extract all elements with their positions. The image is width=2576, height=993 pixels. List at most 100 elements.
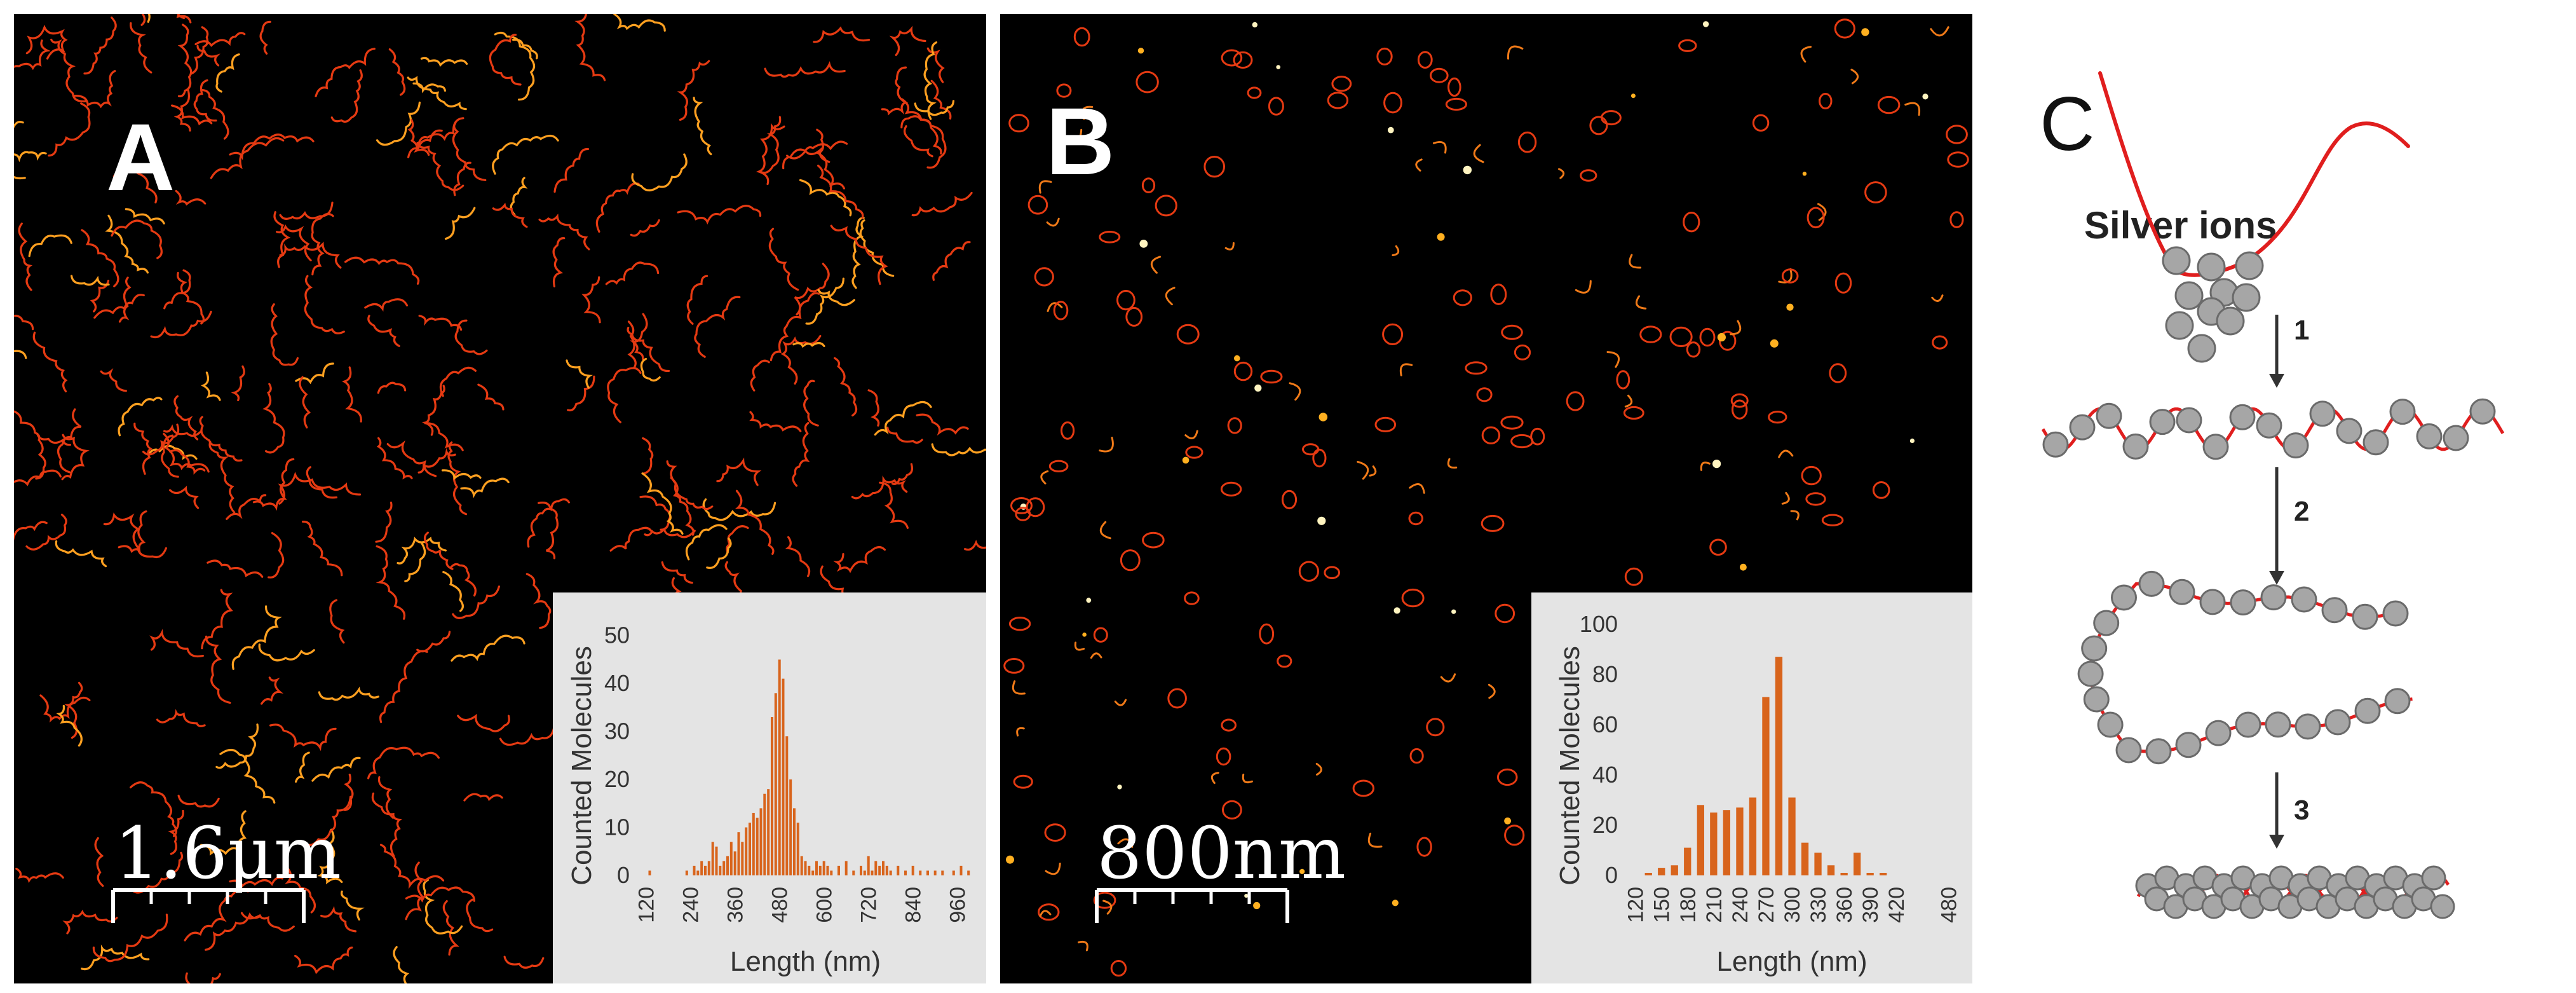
histogram-bar [1710,812,1718,875]
dna-circle [1490,284,1507,305]
dna-strand [299,376,311,428]
histogram-bar [874,861,878,875]
histogram-bar [882,861,885,875]
bound-ion [2384,688,2411,715]
dna-strand [379,650,428,723]
dna-strand [18,223,33,291]
dna-fragment [1558,168,1565,179]
histogram-bar [704,865,707,875]
dna-strand [609,526,653,552]
dna-strand [889,25,926,57]
dna-fragment [1447,458,1458,469]
dna-fragment [1151,256,1162,274]
x-tick-label: 960 [946,887,970,923]
dna-circle [1752,114,1770,132]
bright-particle [1319,413,1328,421]
dna-strand [423,879,463,935]
dna-circle [1476,387,1493,402]
dna-circle [1834,18,1855,39]
dna-strand [201,371,221,401]
dna-strand [874,401,932,436]
dna-circle [1044,823,1066,842]
dna-strand [175,189,207,206]
dna-strand [792,421,810,487]
dna-strand [163,432,210,473]
dna-circle [1013,774,1033,789]
histogram-bar [878,865,881,875]
dna-fragment [1367,832,1383,848]
dna-circle [1623,406,1644,420]
bright-particle [1451,609,1456,614]
dna-circle [1185,446,1203,459]
dna-strand [201,589,233,650]
bright-particle [1299,868,1305,874]
dna-circle [1495,603,1515,624]
dna-fragment [1817,203,1827,221]
dna-fragment [1078,940,1088,952]
dna-strand [376,101,421,146]
dna-fragment [1066,128,1083,142]
dna-strand [420,57,468,67]
x-tick-label: 480 [1937,887,1961,923]
dna-fragment [1790,510,1800,521]
histogram-bar [1736,807,1744,875]
dna-strand [377,381,407,394]
x-tick-label: 120 [1624,887,1648,923]
dna-circle [1110,960,1127,977]
dna-fragment [1114,699,1127,706]
dna-strand [273,211,291,268]
histogram-chart-b: 0 20 40 60 80 100 120 150 180 210 240 270 300 330 360 3… [1554,611,1961,977]
dna-circle [1056,83,1072,98]
dna-strand [923,41,938,120]
dna-circle [1376,47,1393,65]
dna-strand [492,134,559,175]
bound-ion [2352,603,2378,630]
histogram-bar [826,865,829,875]
dna-strand [567,375,595,412]
dna-circle [1216,747,1231,766]
dna-fragment [1778,268,1793,284]
dna-strand [375,502,393,543]
histogram-bar [696,870,700,875]
dna-circle [1374,416,1397,433]
dna-circle [1699,327,1716,347]
dna-fragment [1315,763,1322,776]
dna-fragment [1039,910,1052,917]
dna-strand [694,296,741,358]
dna-circle [1834,272,1852,294]
bound-ion [2083,686,2110,713]
dna-strand [103,512,167,558]
dna-strand [14,121,26,180]
dna-strand [405,861,424,921]
bound-ion [2389,399,2416,425]
dna-strand [881,66,909,116]
dna-circle [1268,97,1284,116]
dna-circle [1709,538,1727,556]
silver-ion [2165,311,2194,340]
dna-strand [759,116,782,174]
dna-circle [1233,361,1253,381]
dna-strand [176,14,192,24]
dna-circle [1517,131,1537,153]
dna-circle [1010,497,1033,514]
bright-particle [1437,233,1445,241]
histogram-bar [830,870,833,875]
silver-ion [2235,251,2264,280]
x-tick-label: 270 [1754,887,1779,923]
dna-strand [503,955,545,969]
histogram-bar [789,779,792,875]
bright-particle [1117,784,1122,790]
dna-circle [1530,427,1545,446]
dna-circle [1768,411,1787,424]
afm-image-panel-a: A 1.6μm 0 10 20 30 40 50 120 240 360 480 600 720 840… [14,14,986,983]
dna-circle [1038,903,1060,921]
dna-circle [1616,370,1630,390]
dna-strand [318,687,379,701]
bright-particle [1234,355,1240,362]
bound-ion [2145,738,2172,765]
histogram-bar [726,856,729,875]
histogram-bar [756,818,759,875]
histogram-bar [815,861,818,875]
bound-ion [2291,586,2317,613]
histogram-bar [1840,873,1848,875]
